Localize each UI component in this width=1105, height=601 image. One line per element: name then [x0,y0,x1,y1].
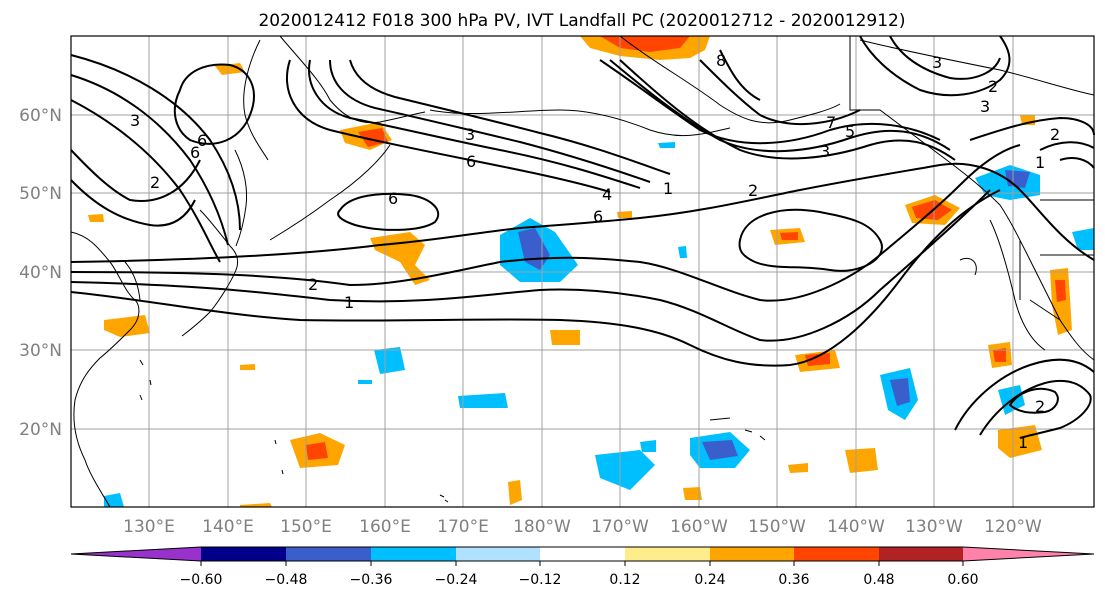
colorbar-segment [201,547,286,561]
lon-tick-label: 180°W [513,517,571,537]
lon-tick-label: 170°W [591,517,649,537]
colorbar-segment [963,547,1094,561]
map-title: 2020012412 F018 300 hPa PV, IVT Landfall… [258,11,905,31]
contour-label: 6 [388,189,398,208]
longitude-tick-labels: 130°E 140°E 150°E 160°E 170°E 180°W 170°… [123,517,1042,537]
contour-label: 3 [465,125,475,144]
colorbar-segment [710,547,794,561]
contour-label: 3 [130,111,140,130]
latitude-tick-labels: 60°N 50°N 40°N 30°N 20°N [19,106,62,440]
lon-tick-label: 160°W [670,517,728,537]
contour-label: 5 [845,122,855,141]
lon-tick-label: 130°E [123,517,175,537]
contour-label: 2 [988,77,998,96]
colorbar-segment [540,547,625,561]
contour-label: 2 [150,173,160,192]
lon-tick-label: 140°W [827,517,885,537]
lon-tick-label: 170°E [437,517,489,537]
negative-anomaly-shading [104,142,1094,507]
contour-label: 6 [190,143,200,162]
lat-tick-label: 50°N [19,184,62,204]
map-panel: 6 3 6 6 2 1 1 2 3 6 2 4 6 1 2 3 5 7 8 3 … [70,35,1095,508]
graticule [71,36,1094,507]
colorbar-tick-label: 0.60 [947,572,978,588]
contour-label: 2 [1035,397,1045,416]
contour-label: 1 [663,179,673,198]
colorbar-tick-label: −0.36 [350,572,393,588]
colorbar-segment [879,547,963,561]
colorbar-tick-label: 0.12 [609,572,640,588]
coastlines [70,35,1095,508]
lat-tick-label: 60°N [19,106,62,126]
lat-tick-label: 30°N [19,341,62,361]
colorbar-tick-label: 0.24 [694,572,725,588]
lat-tick-label: 20°N [19,420,62,440]
contour-label: 1 [344,293,354,312]
contour-label: 3 [932,53,942,72]
contour-label: 6 [593,207,603,226]
colorbar-segment [371,547,456,561]
contour-label: 2 [1050,125,1060,144]
lon-tick-label: 150°E [280,517,332,537]
contour-label: 6 [197,131,207,150]
colorbar: −0.60 −0.48 −0.36 −0.24 −0.12 0.12 0.24 … [70,546,1095,588]
contour-label: 2 [308,275,318,294]
contour-label: 1 [1018,433,1028,452]
contour-label: 6 [466,152,476,171]
contour-label: 8 [716,51,726,70]
contour-label: 3 [980,97,990,116]
colorbar-tick-label: 0.48 [863,572,894,588]
contour-label: 7 [826,113,836,132]
colorbar-segment [286,547,371,561]
colorbar-tick-label: −0.12 [519,572,562,588]
colorbar-segment [625,547,710,561]
lat-tick-label: 40°N [19,263,62,283]
colorbar-tick-label: −0.48 [265,572,308,588]
contour-label: 2 [748,181,758,200]
lon-tick-label: 140°E [202,517,254,537]
contour-label: 4 [602,185,612,204]
colorbar-tick-label: −0.60 [180,572,223,588]
colorbar-segment [794,547,879,561]
lon-tick-label: 160°E [359,517,411,537]
lon-tick-label: 150°W [748,517,806,537]
lon-tick-label: 130°W [905,517,963,537]
contour-label: 1 [1035,153,1045,172]
contour-labels: 6 3 6 6 2 1 1 2 3 6 2 4 6 1 2 3 5 7 8 3 … [130,51,1060,452]
pv-contours [70,35,1095,439]
map-frame [70,35,1095,508]
colorbar-segment [456,547,540,561]
lon-tick-label: 120°W [984,517,1042,537]
colorbar-tick-label: −0.24 [435,572,478,588]
colorbar-segment [71,547,201,561]
colorbar-tick-label: 0.36 [778,572,809,588]
contour-label: 3 [820,142,830,161]
